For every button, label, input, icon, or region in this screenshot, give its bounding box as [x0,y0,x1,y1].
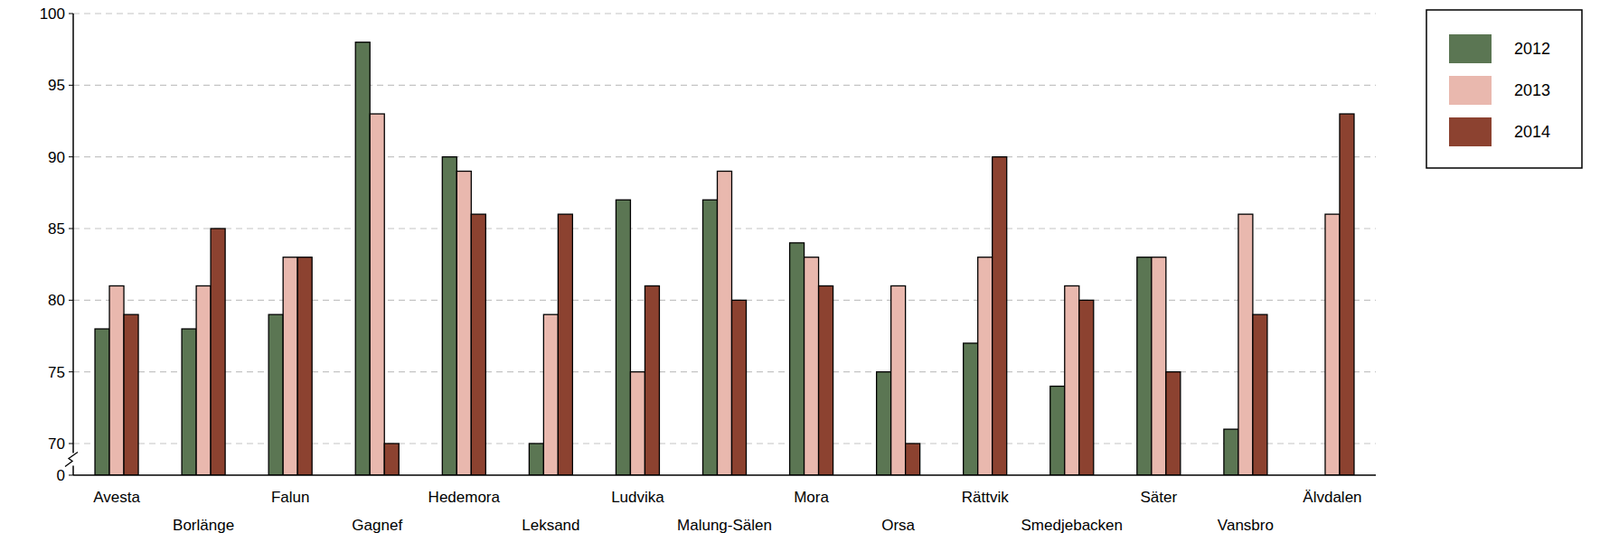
bar [181,329,197,476]
y-tick-label: 80 [47,291,66,310]
x-tick-label: Säter [1140,489,1178,507]
x-tick-label: Avesta [93,489,141,507]
bar [1238,214,1253,476]
bar [355,42,370,476]
bar [297,257,312,476]
bar [963,343,979,476]
x-tick-label: Leksand [521,517,580,535]
x-tick-label: Ludvika [611,489,665,507]
bar [992,157,1008,476]
bar [1223,429,1239,476]
bar [790,243,805,476]
legend-swatch [1449,75,1492,105]
x-axis-line [73,474,1376,477]
bar [1339,113,1355,476]
bar [1151,257,1167,476]
x-tick-label: Hedemora [428,489,501,507]
axis-break-gap [65,453,81,467]
bar [1137,257,1152,476]
x-axis: Avesta Borlänge Falun Gagnef Hedemora Leksand… [93,489,1362,535]
x-tick-label: Borlänge [172,517,235,535]
page: {"chart_data": {"type": "bar", "categori… [0,0,1600,542]
x-tick-label: Smedjebacken [1021,517,1123,535]
y-tick-label: 90 [47,149,66,167]
bar [528,443,544,476]
x-tick-label: Vansbro [1217,517,1274,535]
legend-swatch [1449,117,1492,147]
y-axis-line [72,13,75,476]
bar [703,199,718,476]
chart-svg: 0 70 75 80 85 90 95 100 Avesta Borlänge Falun Gagne… [0,0,1600,542]
y-tick-label: 95 [47,76,66,95]
legend-box [1426,9,1582,169]
x-tick-label: Malung-Sälen [677,517,772,535]
bar [1252,314,1268,476]
legend-swatch [1449,34,1492,64]
bar [615,199,631,476]
bar [282,257,298,476]
legend-label: 2012 [1514,39,1551,58]
y-axis: 0 70 75 80 85 90 95 100 [39,5,74,485]
bar [94,329,110,476]
bar [905,443,921,476]
bar [732,300,747,476]
bar [1166,372,1181,476]
axis-break [65,452,78,468]
bar [557,214,573,476]
bar [1079,300,1094,476]
bar [456,171,471,476]
x-tick-label: Mora [793,489,829,507]
bars [94,42,1355,476]
legend-label: 2014 [1514,122,1551,142]
bar [123,314,139,476]
y-tick-label: 75 [47,364,66,382]
x-tick-label: Rättvik [961,489,1009,507]
bar [369,113,385,476]
grid-line [73,156,1376,158]
bar [442,157,457,476]
bar [268,314,283,476]
grid-line [73,12,1376,14]
bar [630,372,645,476]
bar [644,285,659,476]
y-tick-label: 100 [39,5,66,23]
legend-label: 2013 [1514,81,1551,100]
x-tick-label: Gagnef [351,517,403,535]
bar [470,214,486,476]
bar [210,228,226,476]
bar [1064,285,1080,476]
y-tick-label: 85 [47,220,66,238]
x-tick-label: Orsa [881,517,915,535]
grid-line [73,84,1376,86]
bar [804,257,819,476]
y-tick-label: 70 [47,435,66,453]
bar [1050,386,1065,476]
bar [876,372,892,476]
chart-container: 0 70 75 80 85 90 95 100 Avesta Borlänge Falun Gagne… [0,0,1600,542]
bar [543,314,558,476]
bar [109,285,124,476]
bar [978,257,993,476]
x-tick-label: Falun [271,489,311,507]
y-tick-label: 0 [56,467,66,485]
bar [891,285,906,476]
legend: 2012 2013 2014 [1426,9,1582,169]
bar [196,285,211,476]
bar [818,285,834,476]
bar [1325,214,1340,476]
bar [717,171,733,476]
bar [384,443,399,476]
x-tick-label: Älvdalen [1302,489,1362,507]
